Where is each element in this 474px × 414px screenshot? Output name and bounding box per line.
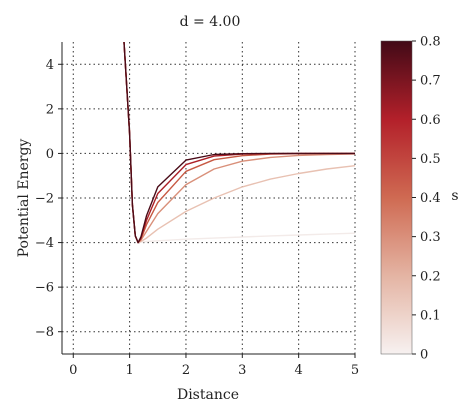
- colorbar-ticks: 0 0.1 0.2 0.3 0.4 0.5 0.6 0.7 0.8: [412, 35, 441, 363]
- series-line: [123, 42, 355, 244]
- x-tick-label: 2: [182, 363, 190, 378]
- x-tick-label: 1: [125, 363, 133, 378]
- x-tick-label: 5: [351, 363, 359, 378]
- y-tick-label: 0: [46, 147, 54, 162]
- tick-labels: 0 1 2 3 4 5 4 2 0 −2 −4 −6 −8: [35, 58, 359, 378]
- colorbar-tick-label: 0.1: [420, 308, 441, 323]
- y-tick-label: 2: [46, 102, 54, 117]
- x-tick-label: 0: [69, 363, 77, 378]
- y-tick-label: −4: [35, 236, 54, 251]
- axes: [58, 42, 356, 358]
- colorbar-tick-label: 0.2: [420, 269, 441, 284]
- y-tick-label: −8: [35, 325, 54, 340]
- colorbar: 0 0.1 0.2 0.3 0.4 0.5 0.6 0.7 0.8 s: [380, 35, 459, 363]
- x-axis-label: Distance: [177, 387, 239, 403]
- colorbar-tick-label: 0.5: [420, 152, 441, 167]
- chart-title: d = 4.00: [180, 14, 241, 30]
- colorbar-tick-label: 0.6: [420, 113, 441, 128]
- colorbar-tick-label: 0.7: [420, 74, 441, 89]
- colorbar-tick-label: 0.4: [420, 191, 441, 206]
- series-group: [123, 42, 355, 244]
- colorbar-tick-label: 0.8: [420, 35, 441, 50]
- colorbar-tick-label: 0.3: [420, 230, 441, 245]
- grid: [62, 42, 356, 354]
- y-tick-label: −6: [35, 281, 54, 296]
- y-tick-label: 4: [46, 58, 54, 73]
- y-tick-label: −2: [35, 192, 54, 207]
- colorbar-label: s: [451, 188, 458, 204]
- colorbar-tick-label: 0: [420, 348, 428, 363]
- y-axis-label: Potential Energy: [16, 139, 32, 258]
- x-tick-label: 4: [295, 363, 303, 378]
- series-line: [123, 42, 355, 244]
- x-tick-label: 3: [238, 363, 246, 378]
- colorbar-gradient: [380, 40, 413, 355]
